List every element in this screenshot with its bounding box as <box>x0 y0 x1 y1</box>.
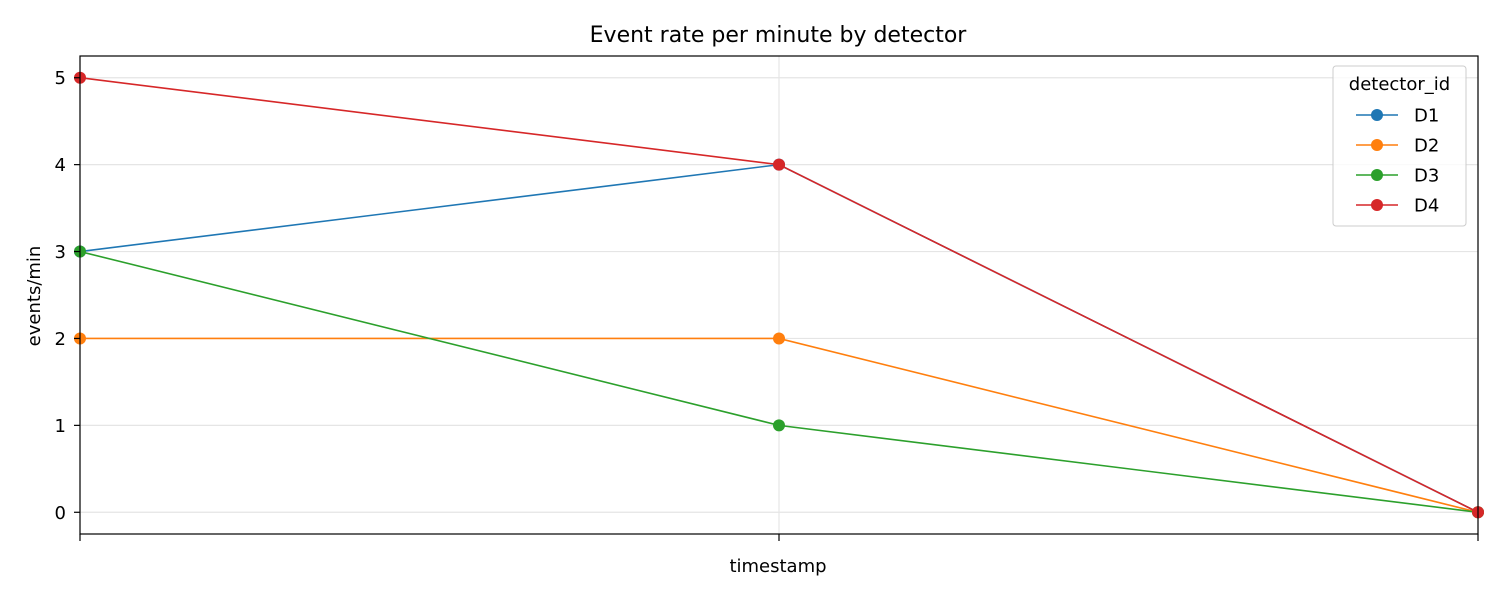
x-axis-label: timestamp <box>729 556 826 577</box>
chart-title: Event rate per minute by detector <box>590 23 968 48</box>
legend-box <box>1332 65 1467 227</box>
legend-label: D3 <box>1414 166 1439 187</box>
y-tick-label: 5 <box>55 68 66 89</box>
data-point-d3 <box>773 419 785 432</box>
legend-item-d2: D2 <box>1356 136 1439 157</box>
legend: detector_id D1 D2 D3 D4 <box>1332 65 1467 227</box>
legend-item-d1: D1 <box>1356 106 1439 127</box>
legend-label: D1 <box>1414 106 1439 127</box>
series-d4 <box>74 71 1484 519</box>
y-tick-label: 4 <box>55 155 66 176</box>
series-layer <box>74 71 1484 519</box>
legend-title: detector_id <box>1349 74 1450 95</box>
legend-swatch-marker <box>1371 199 1383 211</box>
legend-swatch-marker <box>1371 109 1383 121</box>
legend-item-d4: D4 <box>1356 196 1439 217</box>
y-axis-label: events/min <box>24 246 45 347</box>
legend-item-d3: D3 <box>1356 166 1439 187</box>
legend-swatch-marker <box>1371 139 1383 151</box>
legend-label: D4 <box>1414 196 1439 217</box>
y-tick-label: 1 <box>55 416 66 437</box>
data-point-d4 <box>773 158 785 171</box>
y-tick-label: 0 <box>55 503 66 524</box>
y-tick-label: 2 <box>55 329 66 350</box>
y-tick-label: 3 <box>55 242 66 263</box>
legend-label: D2 <box>1414 136 1439 157</box>
data-point-d2 <box>773 332 785 345</box>
axes: 0 1 2 3 4 5 <box>55 68 1479 541</box>
legend-items: D1 D2 D3 D4 <box>1356 106 1439 217</box>
legend-swatch-marker <box>1371 169 1383 181</box>
grid <box>79 56 1479 534</box>
